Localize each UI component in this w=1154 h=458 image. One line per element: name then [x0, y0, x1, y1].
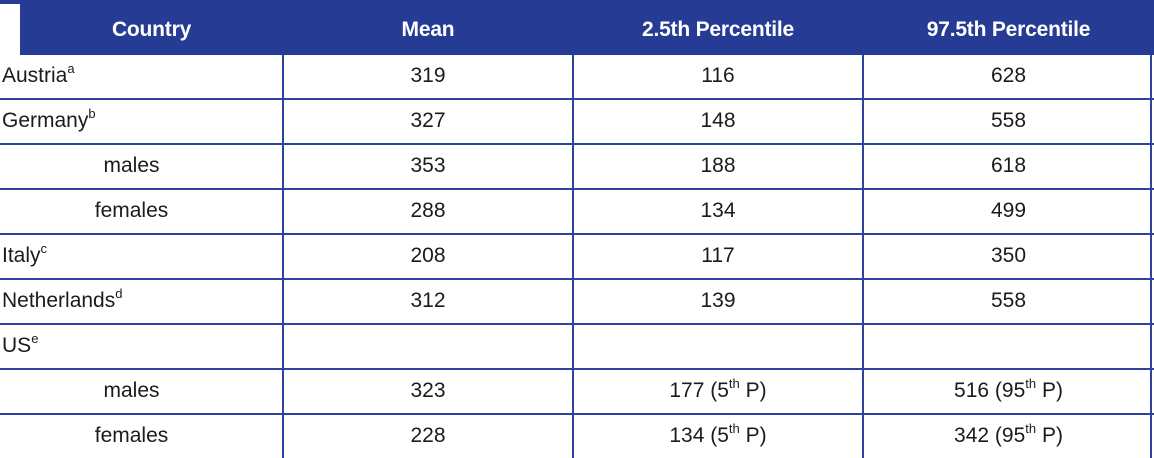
p97-5-cell: 342 (95th P)	[863, 415, 1154, 458]
country-cell: Austriaa	[0, 55, 283, 98]
p97-5-note: P)	[1036, 424, 1063, 447]
subgroup-label: females	[94, 424, 169, 447]
country-cell: USe	[0, 325, 283, 368]
country-cell: Germanyb	[0, 100, 283, 143]
footnote-marker: e	[31, 331, 39, 346]
ordinal-suffix: th	[1025, 421, 1037, 436]
table-row-us-females: females 228 134 (5th P) 342 (95th P)	[0, 415, 1154, 458]
subgroup-cell: females	[0, 415, 283, 458]
footnote-marker: b	[88, 106, 96, 121]
mean-cell: 288	[410, 199, 446, 222]
p2-5-value: 117	[701, 244, 735, 267]
p2-5-cell: 188	[573, 145, 863, 188]
subgroup-label: males	[103, 154, 160, 177]
column-divider	[282, 55, 284, 458]
table-row-germany: Germanyb 327 148 558	[0, 100, 1154, 145]
p2-5-cell: 177 (5th P)	[573, 370, 863, 413]
p2-5-cell	[573, 325, 863, 368]
p2-5-value: 188	[700, 154, 736, 177]
p2-5-value: 134 (5	[669, 424, 729, 447]
column-header-2-5th-percentile: 2.5th Percentile	[641, 18, 795, 41]
column-divider	[572, 55, 574, 458]
p97-5-value: 342 (95	[954, 424, 1026, 447]
mean-cell: 353	[410, 154, 446, 177]
table-row-us-males: males 323 177 (5th P) 516 (95th P)	[0, 370, 1154, 415]
p2-5-cell: 117	[573, 235, 863, 278]
mean-cell: 319	[410, 64, 446, 87]
column-divider	[862, 55, 864, 458]
p2-5-value: 116	[701, 64, 735, 87]
table-row-austria: Austriaa 319 116 628	[0, 55, 1154, 100]
column-header-country: Country	[111, 18, 192, 41]
country-cell: Italyc	[0, 235, 283, 278]
mean-cell: 323	[410, 379, 446, 402]
table-row-netherlands: Netherlandsd 312 139 558	[0, 280, 1154, 325]
p97-5-value: 350	[990, 244, 1027, 267]
footnote-marker: c	[40, 241, 48, 256]
p2-5-value: 134	[700, 199, 736, 222]
p97-5-cell: 558	[863, 100, 1154, 143]
country-label: Netherlands	[2, 289, 116, 312]
p97-5-value: 618	[990, 154, 1027, 177]
country-label: Germany	[2, 109, 89, 132]
p2-5-value: 148	[700, 109, 736, 132]
p97-5-cell	[863, 325, 1154, 368]
table-body: Austriaa 319 116 628 Germanyb 327 148 55…	[0, 55, 1154, 458]
subgroup-cell: females	[0, 190, 283, 233]
p2-5-cell: 148	[573, 100, 863, 143]
table-row-italy: Italyc 208 117 350	[0, 235, 1154, 280]
mean-cell: 327	[410, 109, 446, 132]
p2-5-cell: 134	[573, 190, 863, 233]
country-label: US	[2, 334, 32, 357]
p2-5-value: 177 (5	[669, 379, 729, 402]
header-background	[20, 4, 1154, 55]
p2-5-cell: 116	[573, 55, 863, 98]
ordinal-suffix: th	[1025, 376, 1037, 391]
p2-5-value: 139	[700, 289, 736, 312]
subgroup-label: males	[103, 379, 160, 402]
table-top-border	[0, 0, 1154, 4]
mean-cell	[283, 325, 573, 368]
mean-cell: 228	[410, 424, 446, 447]
footnote-marker: a	[67, 61, 75, 76]
column-header-97-5th-percentile: 97.5th Percentile	[926, 18, 1091, 41]
p97-5-value: 558	[990, 289, 1027, 312]
column-header-mean: Mean	[401, 18, 455, 41]
mean-cell: 312	[410, 289, 446, 312]
table-row-germany-females: females 288 134 499	[0, 190, 1154, 235]
subgroup-cell: males	[0, 370, 283, 413]
p2-5-note: P)	[739, 424, 767, 447]
mean-cell: 208	[410, 244, 446, 267]
p97-5-cell: 350	[863, 235, 1154, 278]
p97-5-cell: 516 (95th P)	[863, 370, 1154, 413]
p97-5-cell: 499	[863, 190, 1154, 233]
subgroup-cell: males	[0, 145, 283, 188]
p97-5-value: 499	[990, 199, 1027, 222]
ordinal-suffix: th	[728, 376, 740, 391]
p97-5-cell: 618	[863, 145, 1154, 188]
p97-5-note: P)	[1036, 379, 1063, 402]
subgroup-label: females	[94, 199, 169, 222]
country-cell: Netherlandsd	[0, 280, 283, 323]
p97-5-value: 516 (95	[954, 379, 1026, 402]
header-labels: Country Mean 2.5th Percentile 97.5th Per…	[0, 4, 1154, 55]
column-divider	[1150, 55, 1152, 458]
footnote-marker: d	[115, 286, 123, 301]
p2-5-cell: 139	[573, 280, 863, 323]
p97-5-cell: 558	[863, 280, 1154, 323]
p2-5-note: P)	[739, 379, 767, 402]
p2-5-cell: 134 (5th P)	[573, 415, 863, 458]
country-label: Austria	[2, 64, 68, 87]
table-header-row: Country Mean 2.5th Percentile 97.5th Per…	[0, 4, 1154, 55]
country-label: Italy	[2, 244, 41, 267]
table-row-us: USe	[0, 325, 1154, 370]
table-row-germany-males: males 353 188 618	[0, 145, 1154, 190]
p97-5-cell: 628	[863, 55, 1154, 98]
ordinal-suffix: th	[728, 421, 740, 436]
p97-5-value: 628	[990, 64, 1027, 87]
p97-5-value: 558	[990, 109, 1027, 132]
